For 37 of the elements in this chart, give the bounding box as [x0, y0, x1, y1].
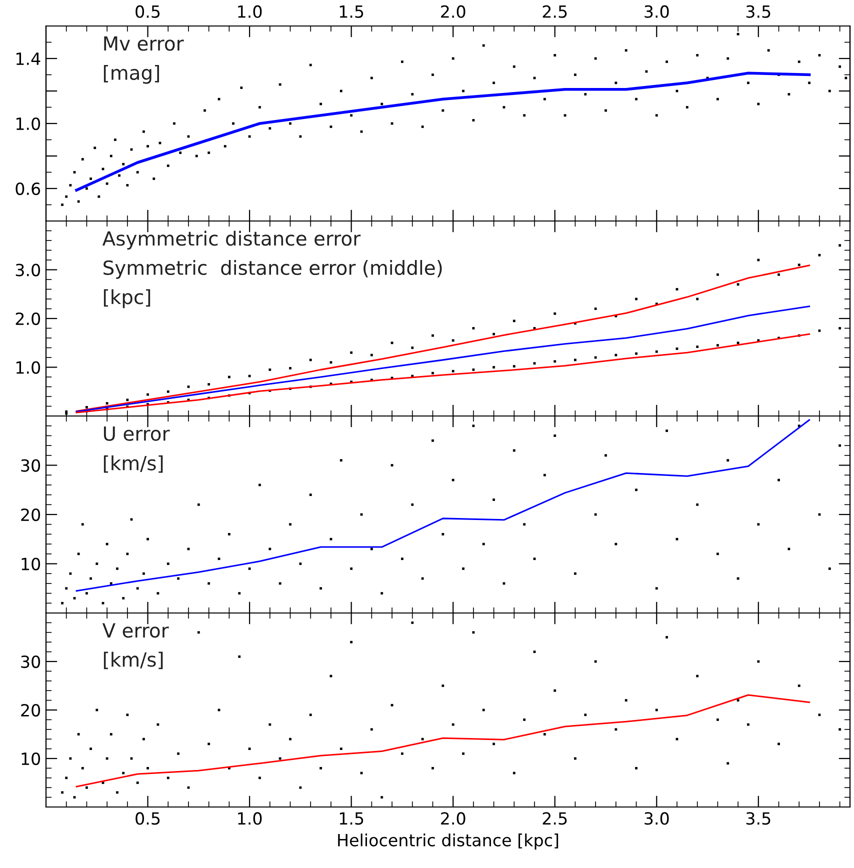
y-tick-label: 30	[21, 655, 40, 668]
y-tick-label: 10	[22, 558, 40, 570]
x-tick-label: 2.0	[441, 812, 466, 825]
x-tick-label: 3.0	[644, 812, 669, 825]
y-tick-label: 1.4	[16, 52, 40, 65]
annotation: [km/s]	[104, 652, 163, 670]
annotation: [mag]	[104, 65, 159, 84]
x2-tick-label: 0.5	[136, 5, 160, 18]
line-series	[76, 694, 810, 788]
annotation: U error	[104, 426, 170, 441]
x-tick-label: 1.5	[340, 812, 364, 825]
y-tick-label: 20	[21, 704, 40, 717]
annotation: Asymmetric distance error	[102, 230, 361, 250]
annotation: Mv error	[104, 36, 184, 51]
annotation: V error	[102, 623, 169, 638]
y-tick-label: 20	[21, 508, 40, 522]
y-tick-label: 10	[22, 752, 40, 766]
x2-tick-label: 1.5	[340, 6, 364, 18]
x-tick-label: 3.5	[746, 812, 770, 825]
annotation: [km/s]	[104, 455, 163, 473]
x-tick-label: 1.0	[238, 812, 262, 825]
y-tick-label: 2.0	[16, 312, 40, 326]
x-tick-label: 0.5	[136, 812, 160, 825]
x2-tick-label: 2.0	[441, 5, 466, 18]
x2-tick-label: 2.5	[542, 5, 567, 18]
x2-tick-label: 3.0	[644, 5, 669, 18]
annotation: [kpc]	[104, 289, 150, 308]
y-tick-label: 0.6	[16, 182, 40, 196]
x-axis-title: Heliocentric distance [kpc]	[338, 834, 558, 850]
y-tick-label: 30	[21, 459, 40, 472]
x2-tick-label: 1.0	[238, 5, 262, 18]
y-tick-label: 3.0	[16, 264, 40, 276]
y-tick-label: 1.0	[16, 361, 40, 374]
annotation: Symmetric distance error (middle)	[104, 260, 442, 279]
x-tick-label: 2.5	[542, 812, 567, 825]
y-tick-label: 1.0	[16, 117, 40, 130]
x2-tick-label: 3.5	[746, 5, 770, 18]
